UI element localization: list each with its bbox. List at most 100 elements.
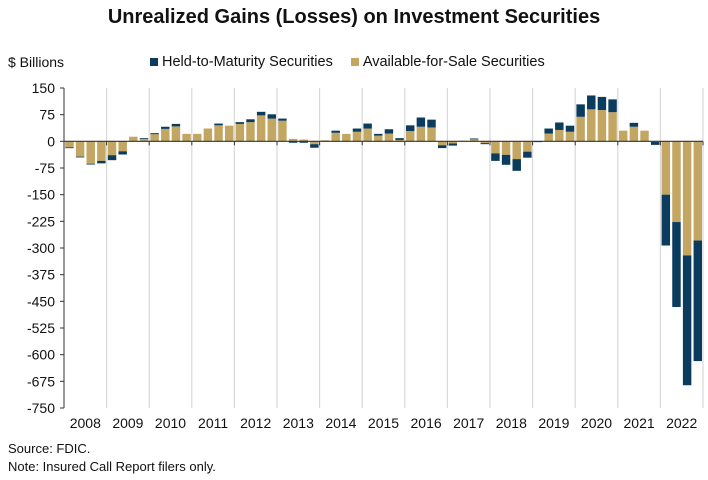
- bar-held-to-maturity: [139, 138, 149, 139]
- bar-available-for-sale: [267, 118, 276, 142]
- bar-available-for-sale: [129, 136, 138, 142]
- legend-swatch-htm: [150, 58, 158, 66]
- bar-available-for-sale: [171, 126, 181, 142]
- bar-held-to-maturity: [682, 255, 692, 386]
- bar-available-for-sale: [246, 122, 255, 142]
- bar-available-for-sale: [682, 141, 692, 256]
- bar-available-for-sale: [363, 128, 372, 142]
- x-tick-label: 2012: [240, 415, 271, 431]
- bar-held-to-maturity: [374, 133, 383, 136]
- bar-available-for-sale: [374, 135, 383, 142]
- bar-held-to-maturity: [161, 126, 170, 129]
- y-axis-label: $ Billions: [8, 54, 65, 70]
- bar-held-to-maturity: [86, 163, 95, 165]
- bar-held-to-maturity: [150, 133, 159, 135]
- bar-held-to-maturity: [214, 123, 223, 126]
- bar-held-to-maturity: [267, 114, 276, 119]
- bar-available-for-sale: [299, 139, 308, 142]
- bar-held-to-maturity: [576, 104, 585, 117]
- bar-available-for-sale: [384, 133, 394, 142]
- bar-available-for-sale: [310, 141, 319, 145]
- bar-available-for-sale: [608, 112, 617, 142]
- x-tick-label: 2019: [538, 415, 569, 431]
- legend-label-htm: Held-to-Maturity Securities: [162, 54, 333, 70]
- bar-held-to-maturity: [288, 141, 298, 143]
- bar-available-for-sale: [576, 116, 585, 142]
- bar-available-for-sale: [565, 131, 575, 142]
- bar-available-for-sale: [182, 133, 191, 142]
- x-tick-label: 2018: [496, 415, 527, 431]
- y-tick-label: -600: [27, 347, 55, 363]
- bar-held-to-maturity: [416, 117, 426, 127]
- bar-available-for-sale: [75, 141, 85, 157]
- x-tick-label: 2010: [155, 415, 186, 431]
- bar-held-to-maturity: [256, 111, 266, 116]
- bar-available-for-sale: [395, 139, 404, 142]
- legend: Held-to-Maturity Securities Available-fo…: [150, 54, 545, 70]
- bar-available-for-sale: [193, 133, 202, 142]
- x-tick-label: 2022: [666, 415, 697, 431]
- bar-held-to-maturity: [650, 142, 660, 145]
- bar-held-to-maturity: [608, 99, 617, 113]
- bar-held-to-maturity: [65, 147, 74, 149]
- bar-available-for-sale: [544, 133, 553, 142]
- bar-available-for-sale: [406, 131, 415, 142]
- bar-available-for-sale: [448, 141, 458, 144]
- bar-available-for-sale: [501, 141, 511, 155]
- bar-held-to-maturity: [352, 128, 362, 132]
- y-tick-label: -450: [27, 293, 55, 309]
- bar-available-for-sale: [416, 126, 426, 142]
- bar-held-to-maturity: [235, 122, 245, 124]
- bar-available-for-sale: [427, 127, 436, 142]
- y-tick-label: 75: [39, 107, 55, 123]
- bar-held-to-maturity: [118, 151, 127, 155]
- bar-available-for-sale: [629, 126, 639, 142]
- x-tick-label: 2021: [624, 415, 655, 431]
- x-tick-label: 2008: [70, 415, 101, 431]
- bar-available-for-sale: [118, 141, 127, 152]
- bar-available-for-sale: [555, 129, 564, 142]
- bar-held-to-maturity: [299, 141, 308, 143]
- bar-held-to-maturity: [448, 143, 458, 146]
- y-tick-label: -375: [27, 267, 55, 283]
- bar-available-for-sale: [331, 132, 340, 142]
- bar-held-to-maturity: [384, 129, 394, 134]
- bar-available-for-sale: [224, 125, 234, 142]
- bar-held-to-maturity: [278, 118, 287, 121]
- bar-held-to-maturity: [523, 151, 532, 158]
- bar-held-to-maturity: [310, 144, 319, 148]
- bar-available-for-sale: [150, 134, 159, 142]
- bar-available-for-sale: [161, 128, 170, 142]
- bar-available-for-sale: [256, 115, 266, 142]
- bar-available-for-sale: [480, 141, 489, 144]
- bar-held-to-maturity: [501, 154, 511, 165]
- bar-held-to-maturity: [171, 123, 181, 127]
- x-tick-label: 2013: [283, 415, 314, 431]
- y-tick-label: -525: [27, 320, 55, 336]
- bar-held-to-maturity: [565, 125, 575, 132]
- source-note: Source: FDIC.: [8, 441, 91, 456]
- bar-held-to-maturity: [587, 95, 596, 110]
- bar-available-for-sale: [469, 139, 479, 142]
- bar-held-to-maturity: [544, 128, 553, 134]
- legend-label-afs: Available-for-Sale Securities: [362, 54, 545, 70]
- y-tick-label: -300: [27, 240, 55, 256]
- x-tick-label: 2009: [112, 415, 143, 431]
- bar-available-for-sale: [491, 141, 500, 154]
- bar-available-for-sale: [587, 109, 596, 142]
- bar-held-to-maturity: [555, 122, 564, 130]
- bar-available-for-sale: [139, 138, 149, 142]
- bar-available-for-sale: [619, 130, 628, 142]
- bar-available-for-sale: [672, 141, 681, 223]
- bar-held-to-maturity: [363, 123, 372, 129]
- bar-available-for-sale: [97, 141, 106, 161]
- bar-available-for-sale: [352, 131, 362, 142]
- x-tick-label: 2020: [581, 415, 612, 431]
- bar-available-for-sale: [437, 141, 447, 146]
- bar-held-to-maturity: [597, 96, 607, 111]
- bar-available-for-sale: [65, 141, 74, 148]
- legend-item-htm: Held-to-Maturity Securities: [150, 54, 333, 70]
- x-tick-label: 2011: [198, 415, 228, 431]
